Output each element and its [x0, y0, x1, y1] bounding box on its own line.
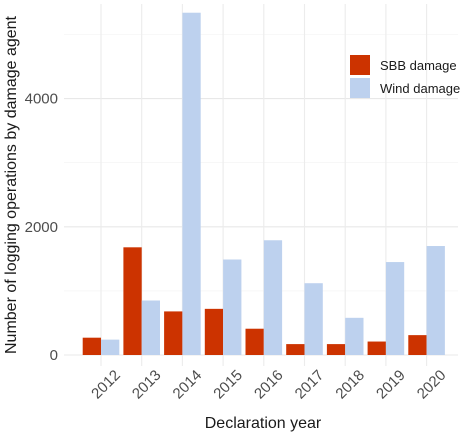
- y-tick-label: 2000: [25, 219, 58, 236]
- legend: SBB damage Wind damage: [350, 55, 460, 98]
- sbb-damage-bar-2017: [286, 344, 305, 355]
- wind-damage-bar-2016: [263, 240, 283, 355]
- sbb-damage-bar-2015: [204, 308, 224, 355]
- wind-damage-bar-2012: [101, 339, 120, 355]
- y-tick-label: 0: [50, 347, 58, 364]
- x-tick-label: 2013: [129, 367, 165, 403]
- x-tick-label: 2012: [88, 367, 124, 403]
- wind-damage-bar-2020: [426, 246, 445, 355]
- x-tick-label: 2015: [210, 367, 246, 403]
- sbb-damage-bar-2016: [245, 328, 264, 355]
- x-tick-label: 2019: [373, 367, 409, 403]
- x-axis-ticks: 2012 2013 2014 2015 2016 2017 2018 2019 2020: [88, 367, 449, 403]
- x-tick-label: 2018: [332, 367, 368, 403]
- sbb-damage-bar-2013: [123, 247, 142, 355]
- sbb-damage-bar-2014: [164, 311, 183, 355]
- wind-damage-bar-2014: [182, 12, 201, 356]
- sbb-damage-bar-2020: [408, 335, 427, 355]
- bars: [82, 12, 445, 356]
- legend-swatch: [350, 78, 370, 98]
- x-tick-label: 2016: [251, 367, 287, 403]
- wind-damage-bar-2017: [304, 283, 323, 355]
- y-axis-ticks: 0 2000 4000: [25, 91, 58, 364]
- legend-swatch: [350, 55, 370, 75]
- sbb-damage-bar-2012: [82, 337, 101, 355]
- sbb-damage-bar-2018: [326, 344, 346, 355]
- x-axis-title: Declaration year: [205, 415, 322, 432]
- y-axis-title: Number of logging operations by damage a…: [3, 15, 20, 354]
- wind-damage-bar-2013: [141, 300, 160, 355]
- wind-damage-bar-2018: [345, 317, 364, 355]
- wind-damage-bar-2019: [385, 262, 405, 355]
- x-tick-label: 2017: [292, 367, 328, 403]
- legend-label: SBB damage: [380, 58, 457, 73]
- x-tick-label: 2020: [414, 367, 450, 403]
- y-tick-label: 4000: [25, 91, 58, 108]
- wind-damage-bar-2015: [223, 259, 242, 355]
- legend-label: Wind damage: [380, 81, 460, 96]
- x-tick-label: 2014: [170, 367, 206, 403]
- sbb-damage-bar-2019: [367, 341, 386, 355]
